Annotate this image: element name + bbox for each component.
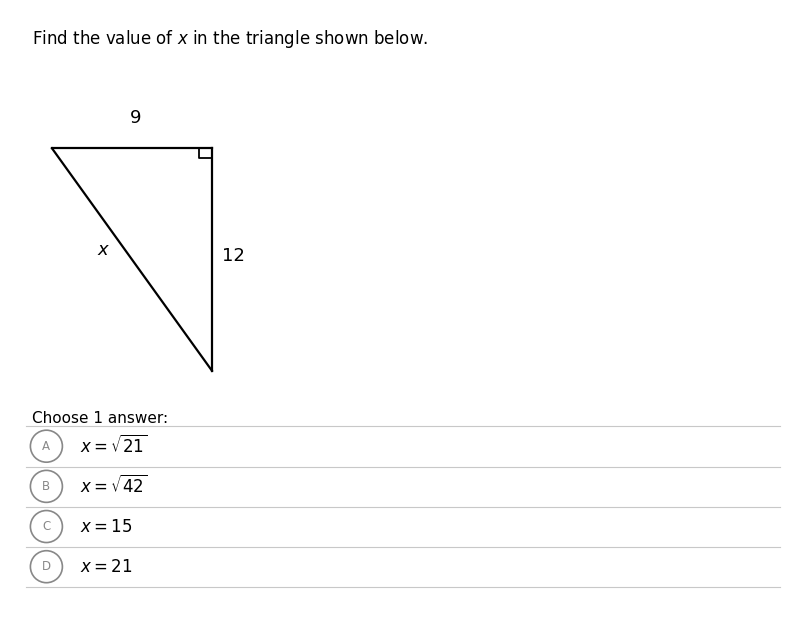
Text: $x = 21$: $x = 21$ [80,557,132,576]
Text: C: C [42,520,50,533]
Text: 12: 12 [222,247,246,266]
Text: B: B [42,480,50,493]
Text: $x = \sqrt{42}$: $x = \sqrt{42}$ [80,475,148,497]
Text: $x = \sqrt{21}$: $x = \sqrt{21}$ [80,435,148,457]
Text: Choose 1 answer:: Choose 1 answer: [32,411,168,426]
Text: $x = 15$: $x = 15$ [80,517,132,536]
Text: A: A [42,439,50,453]
Text: 9: 9 [130,109,142,127]
Text: $x$: $x$ [98,241,110,260]
Text: D: D [42,560,51,574]
Text: Find the value of $x$ in the triangle shown below.: Find the value of $x$ in the triangle sh… [32,28,428,50]
